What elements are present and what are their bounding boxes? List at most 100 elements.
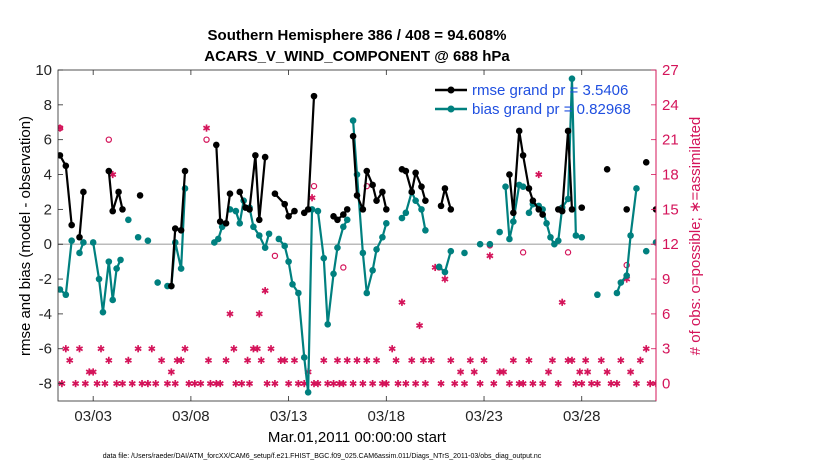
rmse-point	[363, 167, 371, 175]
obs-assimilated-point	[398, 298, 406, 306]
bias-point	[486, 240, 494, 248]
obs-assimilated-point	[359, 379, 367, 388]
obs-assimilated-point	[197, 379, 205, 388]
bias-point	[447, 247, 455, 255]
bias-point	[261, 244, 269, 251]
rmse-point	[506, 171, 513, 178]
obs-assimilated-point	[152, 379, 160, 388]
obs-assimilated-point	[505, 379, 513, 388]
rmse-point	[418, 183, 425, 191]
obs-assimilated-point	[253, 345, 261, 353]
x-axis-label: Mar.01,2011 00:00:00 start	[268, 429, 447, 446]
bias-point	[62, 291, 70, 299]
obs-assimilated-point	[412, 379, 420, 388]
obs-assimilated-point	[349, 379, 357, 388]
bias-point	[519, 183, 527, 191]
obs-assimilated-point	[324, 379, 332, 388]
rmse-point	[168, 282, 175, 290]
y2-axis-label: # of obs: o=possible; ∗=assimilated	[687, 117, 704, 356]
rmse-point	[285, 213, 292, 220]
bias-point	[435, 263, 443, 271]
bias-point	[422, 226, 429, 234]
obs-assimilated-point	[308, 194, 316, 202]
obs-possible-point	[340, 264, 347, 271]
rmse-point	[529, 197, 537, 204]
x-tick-label: 03/03	[74, 408, 112, 425]
rmse-point	[525, 185, 533, 192]
obs-assimilated-point	[652, 379, 656, 388]
bias-point	[109, 296, 117, 304]
obs-assimilated-point	[290, 356, 299, 364]
obs-assimilated-point	[335, 379, 343, 388]
obs-assimilated-point	[81, 379, 89, 388]
obs-assimilated-point	[382, 379, 390, 388]
chart-subtitle: ACARS_V_WIND_COMPONENT @ 688 hPa	[204, 48, 510, 65]
footnote: data file: /Users/raeder/DAI/ATM_forcXX/…	[103, 453, 542, 460]
obs-assimilated-point	[636, 356, 644, 364]
bias-point	[330, 270, 337, 278]
obs-assimilated-point	[617, 356, 625, 364]
plot-frame	[57, 69, 657, 402]
obs-assimilated-point	[496, 368, 504, 376]
obs-assimilated-point	[607, 379, 615, 388]
obs-assimilated-point	[466, 356, 474, 364]
obs-assimilated-point	[204, 356, 213, 364]
bias-point	[369, 267, 376, 274]
rmse-series-group	[58, 92, 656, 290]
bias-line	[541, 77, 583, 246]
obs-assimilated-point	[572, 379, 580, 388]
rmse-point	[58, 152, 64, 159]
obs-assimilated-point	[486, 252, 494, 260]
obs-assimilated-point	[105, 356, 113, 364]
rmse-point	[80, 188, 87, 196]
obs-assimilated-point	[320, 356, 328, 364]
rmse-point	[568, 206, 576, 213]
obs-assimilated-point	[378, 379, 386, 388]
rmse-point	[353, 192, 361, 199]
obs-assimilated-point	[437, 379, 445, 388]
rmse-line	[508, 129, 544, 216]
bias-point	[144, 237, 152, 245]
bias-point	[281, 242, 288, 250]
obs-assimilated-point	[578, 379, 586, 388]
obs-assimilated-point	[544, 368, 553, 376]
y2-tick-label: 12	[662, 236, 679, 253]
rmse-point	[271, 190, 279, 197]
bias-line	[59, 240, 73, 296]
rmse-point	[177, 226, 185, 234]
obs-assimilated-point	[281, 356, 289, 364]
bias-point	[525, 209, 533, 217]
obs-assimilated-point	[333, 356, 342, 364]
rmse-point	[373, 197, 380, 204]
rmse-point	[236, 188, 244, 196]
rmse-point	[222, 220, 230, 227]
rmse-point	[252, 152, 259, 159]
obs-assimilated-point	[285, 379, 293, 388]
obs-assimilated-point	[353, 356, 361, 364]
obs-assimilated-point	[277, 356, 285, 364]
rmse-point	[181, 167, 189, 175]
bias-point	[177, 265, 185, 272]
obs-assimilated-point	[263, 379, 271, 388]
rmse-point	[304, 206, 312, 213]
bias-point	[657, 255, 664, 262]
rmse-point	[441, 185, 449, 192]
bias-point	[68, 237, 75, 245]
obs-assimilated-point	[460, 379, 469, 388]
obs-assimilated-point	[558, 298, 566, 306]
obs-assimilated-point	[294, 379, 302, 388]
obs-assimilated-point	[519, 379, 527, 388]
obs-assimilated-point	[244, 356, 252, 364]
rmse-point	[623, 206, 630, 213]
x-tick-label: 03/28	[563, 408, 601, 425]
y2-tick-label: 27	[662, 62, 679, 79]
rmse-point	[62, 162, 70, 170]
bias-point	[324, 321, 331, 328]
bias-point	[547, 233, 554, 241]
rmse-point	[212, 141, 220, 149]
obs-assimilated-point	[148, 345, 156, 353]
rmse-point	[119, 206, 126, 213]
rmse-point	[226, 190, 234, 197]
bias-point	[373, 246, 380, 253]
